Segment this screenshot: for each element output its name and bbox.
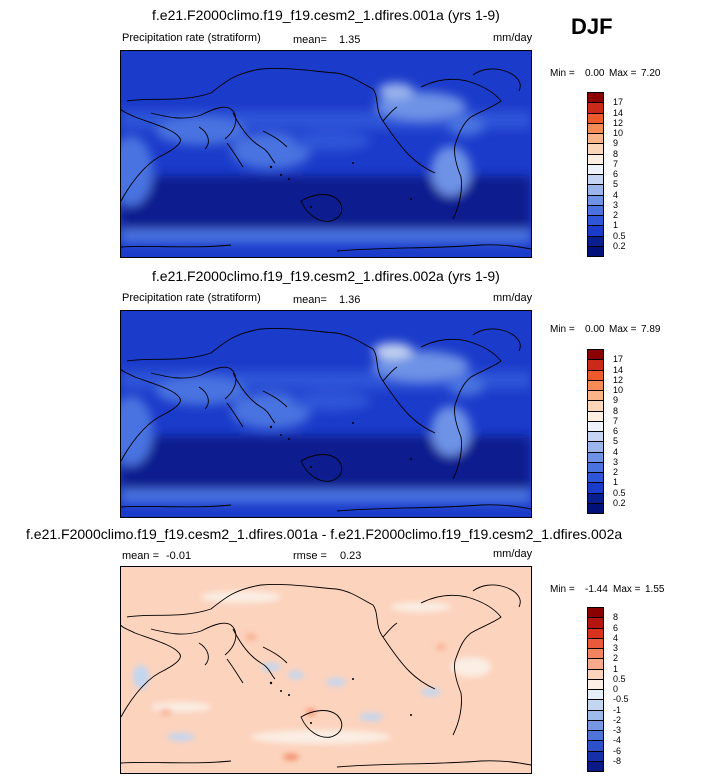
colorbar-level-label: 7 <box>613 158 619 169</box>
colorbar-swatch <box>587 502 604 514</box>
season-label: DJF <box>571 14 613 39</box>
colorbar-level-label: -0.5 <box>613 694 629 705</box>
panel1-units: mm/day <box>493 32 533 44</box>
panel2-max-label: Max = <box>609 324 637 335</box>
colorbar-level-label: 3 <box>613 199 619 210</box>
panel3-min-value: -1.44 <box>585 584 608 595</box>
colorbar-level-label: 4 <box>613 632 619 643</box>
colorbar-level-label: 3 <box>613 456 619 467</box>
colorbar-level-label: 0.5 <box>613 673 626 684</box>
colorbar-swatch <box>587 760 604 772</box>
panel3-mean-label: mean = <box>122 550 159 562</box>
colorbar-level-label: 2 <box>613 210 619 220</box>
panel2-units: mm/day <box>493 292 533 304</box>
panel3-colorbar: 8 6 4 3 2 1 0.5 0 -0.5 -1 -2 -3 -4 -6 -8 <box>587 607 647 772</box>
panel1-islands <box>269 162 412 208</box>
colorbar-level-label: 6 <box>613 622 619 633</box>
colorbar-level-label: 0.5 <box>613 230 626 241</box>
colorbar-level-label: 5 <box>613 179 619 190</box>
colorbar-level-label: 1 <box>613 220 619 231</box>
panel3-max-value: 1.55 <box>645 584 665 595</box>
colorbar-level-label: 14 <box>613 364 624 375</box>
panel2-min-value: 0.00 <box>585 324 605 335</box>
colorbar-level-label: 0.2 <box>613 497 626 508</box>
colorbar-level-label: -1 <box>613 704 622 715</box>
panel1-max-label: Max = <box>609 68 637 79</box>
colorbar-level-label: 10 <box>613 128 624 138</box>
panel2-map <box>120 310 532 518</box>
panel2-coastlines <box>121 328 531 512</box>
colorbar-level-label: 10 <box>613 385 624 395</box>
panel3-max-label: Max = <box>613 584 641 595</box>
colorbar-level-label: 6 <box>613 169 619 179</box>
panel1-mean-value: 1.35 <box>339 34 361 46</box>
colorbar-level-label: 9 <box>613 138 619 149</box>
panel3-mean-value: -0.01 <box>166 550 192 562</box>
panel3-map-svg <box>121 567 531 773</box>
panel1-colorbar: 17 14 12 10 9 8 7 6 5 4 3 2 1 0.5 0.2 <box>587 92 647 257</box>
panel3-rmse-value: 0.23 <box>340 550 362 562</box>
colorbar-level-label: -3 <box>613 725 622 735</box>
panel2-max-value: 7.89 <box>641 324 661 335</box>
panel1-field: Precipitation rate (stratiform) <box>122 32 261 44</box>
panel1-mean-label: mean= <box>293 34 327 46</box>
colorbar-level-label: -6 <box>613 745 622 756</box>
panel2-map-svg <box>121 311 531 517</box>
colorbar-level-label: 0 <box>613 684 619 694</box>
colorbar-level-label: 12 <box>613 117 624 128</box>
panel2-colorbar: 17 14 12 10 9 8 7 6 5 4 3 2 1 0.5 0.2 <box>587 349 647 514</box>
panel2-islands <box>269 422 412 468</box>
panel1-coastlines <box>121 68 531 252</box>
colorbar-level-label: 17 <box>613 354 624 365</box>
colorbar-level-label: 1 <box>613 663 619 674</box>
colorbar-level-label: 12 <box>613 374 624 385</box>
colorbar-level-label: 1 <box>613 477 619 488</box>
colorbar-level-label: 9 <box>613 395 619 406</box>
panel1-max-value: 7.20 <box>641 68 661 79</box>
colorbar-level-label: 8 <box>613 405 619 416</box>
panel1-map-svg <box>121 51 531 257</box>
colorbar-level-label: 3 <box>613 643 619 653</box>
colorbar-level-label: 7 <box>613 415 619 426</box>
colorbar-level-label: 0.2 <box>613 240 626 251</box>
panel2-title: f.e21.F2000climo.f19_f19.cesm2_1.dfires.… <box>152 268 500 284</box>
colorbar-level-label: -2 <box>613 714 622 725</box>
colorbar-level-label: -4 <box>613 735 622 746</box>
colorbar-level-label: 2 <box>613 653 619 664</box>
panel3-title: f.e21.F2000climo.f19_f19.cesm2_1.dfires.… <box>26 526 623 542</box>
panel3-units: mm/day <box>493 548 533 560</box>
colorbar-level-label: 4 <box>613 446 619 457</box>
colorbar-level-label: 14 <box>613 107 624 118</box>
panel1-map <box>120 50 532 258</box>
panel3-map <box>120 566 532 774</box>
colorbar-level-label: 8 <box>613 612 619 623</box>
colorbar-level-label: 17 <box>613 97 624 108</box>
colorbar-level-label: 4 <box>613 189 619 200</box>
panel3-rmse-label: rmse = <box>293 550 327 562</box>
panel1-title: f.e21.F2000climo.f19_f19.cesm2_1.dfires.… <box>152 7 500 23</box>
colorbar-level-label: 6 <box>613 426 619 436</box>
panel2-mean-label: mean= <box>293 294 327 306</box>
panel3-min-label: Min = <box>550 584 575 595</box>
panel3-islands <box>269 678 412 724</box>
panel2-min-label: Min = <box>550 324 575 335</box>
colorbar-level-label: 5 <box>613 436 619 447</box>
colorbar-level-label: -8 <box>613 755 622 766</box>
panel2-field: Precipitation rate (stratiform) <box>122 292 261 304</box>
colorbar-level-label: 2 <box>613 467 619 477</box>
colorbar-level-label: 8 <box>613 148 619 159</box>
colorbar-swatch <box>587 245 604 257</box>
panel1-min-value: 0.00 <box>585 68 605 79</box>
colorbar-level-label: 0.5 <box>613 487 626 498</box>
panel2-mean-value: 1.36 <box>339 294 361 306</box>
panel3-coastlines <box>121 584 531 768</box>
panel1-min-label: Min = <box>550 68 575 79</box>
